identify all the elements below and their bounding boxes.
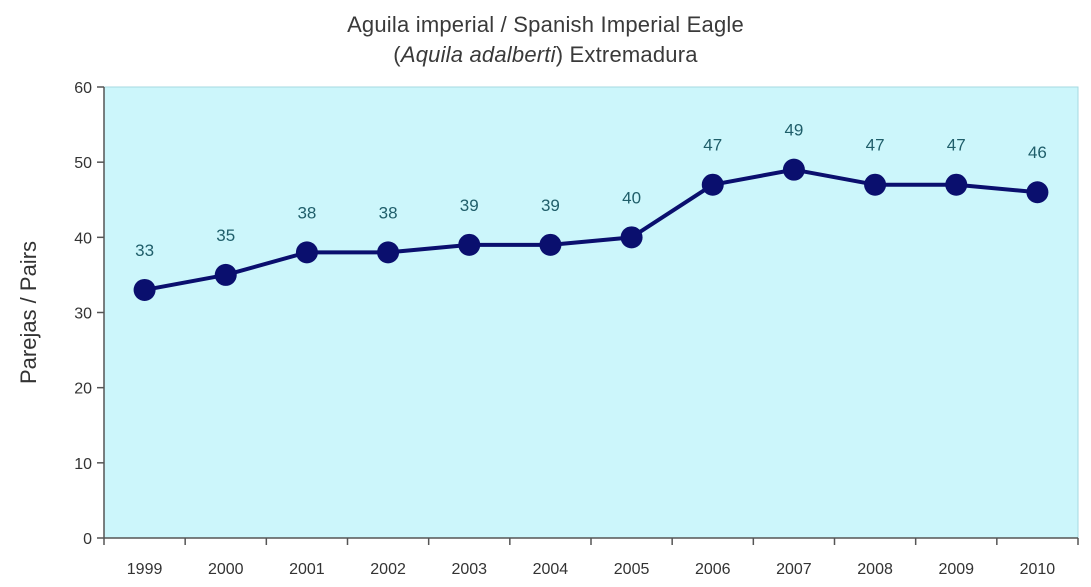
data-point: [782, 158, 805, 181]
y-tick-label: 60: [74, 80, 92, 97]
x-tick-label: 2001: [289, 561, 325, 578]
data-point: [864, 173, 887, 196]
x-tick-label: 1999: [127, 561, 163, 578]
series-layer: 33 35 38 38 39 39 40 47 49 47 47 46: [133, 121, 1049, 301]
chart-title-text: Aguila imperial / Spanish Imperial Eagle: [347, 12, 744, 37]
x-tick-label: 2005: [614, 561, 650, 578]
axes: 0 10 20 30 40 50 60 1999 2000 2001 2002 2003 2004 200…: [74, 80, 1079, 578]
x-tick-label: 2004: [533, 561, 569, 578]
data-point: [945, 173, 968, 196]
data-point: [133, 278, 156, 301]
x-tick-label: 2000: [208, 561, 244, 578]
data-label: 47: [703, 136, 722, 155]
series-line: [144, 167, 1038, 292]
data-label: 38: [297, 203, 316, 222]
data-point: [539, 233, 562, 256]
chart-title: Aguila imperial / Spanish Imperial Eagle: [0, 12, 1091, 38]
data-label: 38: [379, 203, 398, 222]
data-point: [295, 241, 318, 264]
x-tick-label: 2003: [451, 561, 487, 578]
y-tick-label: 20: [74, 381, 92, 398]
plot-area: [103, 86, 1079, 539]
x-tick-label: 2002: [370, 561, 406, 578]
y-tick-label: 50: [74, 155, 92, 172]
x-tick-label: 2009: [938, 561, 974, 578]
data-label: 40: [622, 188, 641, 207]
species-name: Aquila adalberti: [400, 42, 556, 67]
y-tick-label: 10: [74, 456, 92, 473]
data-label: 47: [947, 136, 966, 155]
y-tick-label: 30: [74, 306, 92, 323]
data-point: [701, 173, 724, 196]
data-point: [1026, 181, 1049, 204]
data-point: [458, 233, 481, 256]
x-tick-label: 2006: [695, 561, 731, 578]
y-tick-label: 40: [74, 230, 92, 247]
data-point: [620, 226, 643, 249]
y-axis-label: Parejas / Pairs: [16, 241, 41, 384]
data-label: 39: [541, 196, 560, 215]
data-label: 46: [1028, 143, 1047, 162]
data-point: [214, 263, 237, 286]
chart-subtitle: (Aquila adalberti) Extremadura: [393, 42, 698, 67]
x-tick-label: 2008: [857, 561, 893, 578]
x-tick-label: 2010: [1020, 561, 1056, 578]
data-point: [377, 241, 400, 264]
x-tick-label: 2007: [776, 561, 812, 578]
data-label: 33: [135, 241, 154, 260]
data-label: 47: [866, 136, 885, 155]
data-label: 35: [216, 226, 235, 245]
data-label: 39: [460, 196, 479, 215]
y-tick-label: 0: [83, 531, 92, 548]
data-label: 49: [784, 121, 803, 140]
region-name: Extremadura: [569, 42, 698, 67]
